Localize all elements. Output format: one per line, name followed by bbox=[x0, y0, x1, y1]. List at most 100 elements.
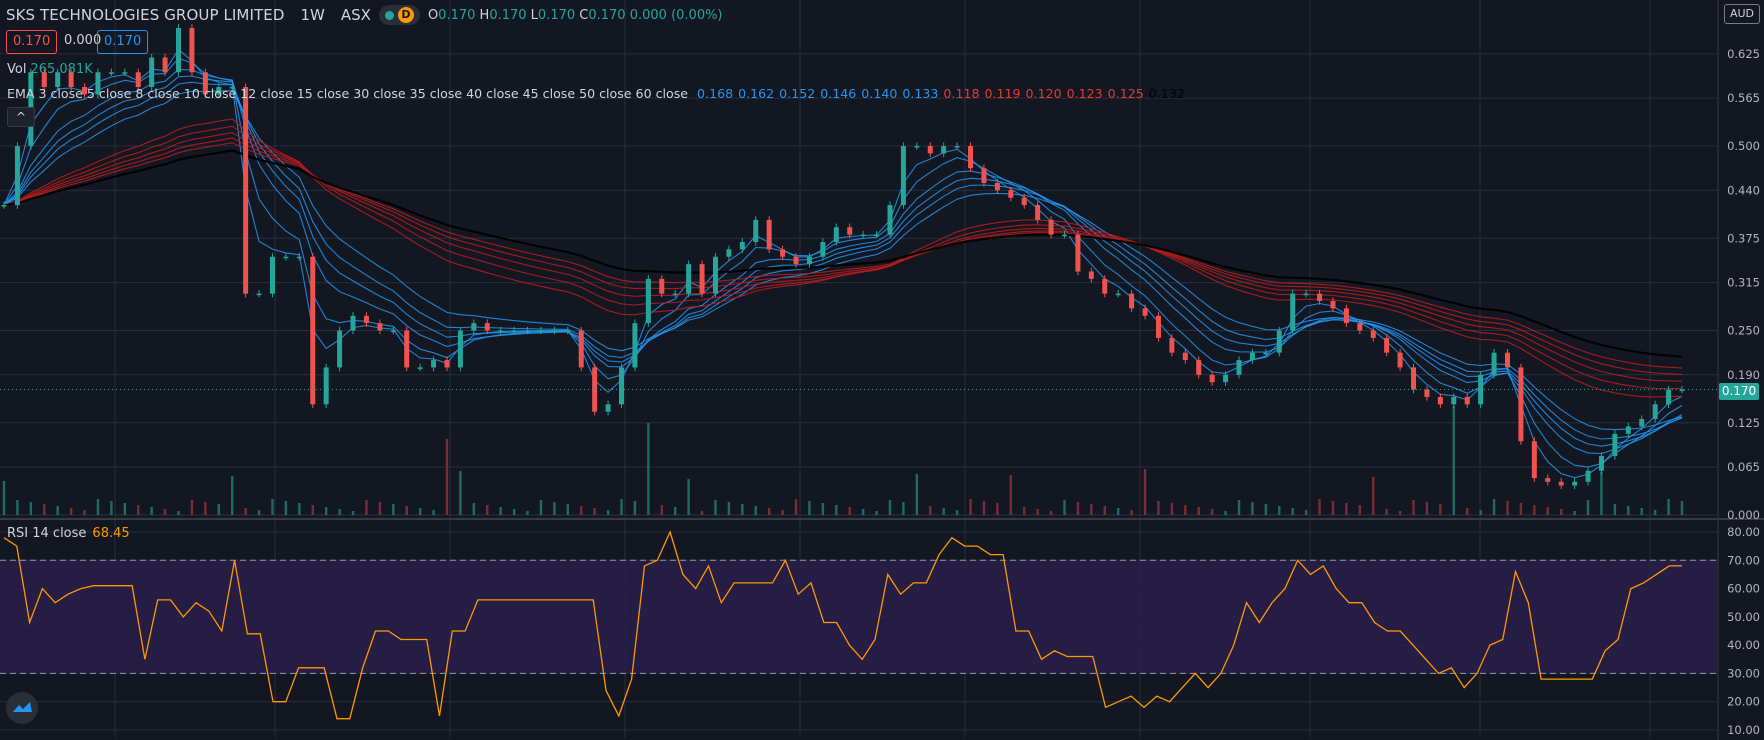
volume-bar bbox=[1546, 507, 1549, 515]
candle-body bbox=[350, 315, 356, 331]
close-value: 0.170 bbox=[588, 7, 626, 23]
low-label: L bbox=[530, 7, 538, 23]
volume-bar bbox=[1667, 499, 1670, 515]
volume-bar bbox=[1049, 511, 1053, 515]
volume-bar bbox=[606, 510, 610, 515]
candle-body bbox=[927, 146, 933, 154]
volume-bar bbox=[942, 508, 945, 515]
volume-bar bbox=[231, 476, 234, 515]
candle-body bbox=[310, 256, 316, 405]
candle-body bbox=[900, 146, 906, 206]
volume-bar bbox=[392, 504, 395, 515]
chevron-up-icon[interactable]: ^ bbox=[7, 107, 35, 127]
candle-body bbox=[1196, 360, 1202, 375]
volume-bar bbox=[1640, 508, 1643, 515]
volume-bar bbox=[378, 502, 382, 515]
tradingview-logo-icon[interactable] bbox=[6, 692, 38, 724]
candle-body bbox=[431, 360, 437, 368]
ema-45-line bbox=[3, 137, 1683, 375]
price-axis-tick: 0.440 bbox=[1727, 183, 1760, 197]
candle-body bbox=[605, 404, 611, 412]
change-value: 0.000 (0.00%) bbox=[629, 7, 723, 23]
spread-value: 0.000 bbox=[64, 33, 102, 48]
volume-bar bbox=[593, 508, 596, 515]
candle-body bbox=[659, 278, 665, 294]
candle-body bbox=[833, 227, 839, 242]
rsi-legend[interactable]: RSI 14 close 68.45 bbox=[7, 526, 130, 541]
candle-body bbox=[1504, 352, 1510, 368]
candle-body bbox=[525, 330, 531, 333]
candle-body bbox=[162, 57, 168, 73]
volume-bar bbox=[781, 510, 784, 515]
candle-body bbox=[1343, 308, 1349, 324]
candle-body bbox=[672, 293, 678, 296]
buy-price-button[interactable]: 0.170 bbox=[97, 30, 149, 54]
candle-body bbox=[1048, 219, 1054, 235]
volume-bar bbox=[298, 503, 301, 515]
delayed-badge: D bbox=[397, 7, 414, 23]
interval-label[interactable]: 1W bbox=[300, 6, 325, 24]
volume-bar bbox=[674, 507, 677, 515]
currency-label[interactable]: AUD bbox=[1724, 4, 1760, 24]
candle-body bbox=[887, 205, 893, 235]
candle-body bbox=[1370, 330, 1376, 338]
candle-body bbox=[296, 256, 302, 259]
ema-50-line bbox=[3, 142, 1683, 369]
candle-body bbox=[592, 367, 598, 412]
status-pill[interactable]: D bbox=[378, 5, 420, 25]
ema-value-8: 0.120 bbox=[1025, 86, 1062, 101]
candle-body bbox=[189, 28, 195, 73]
volume-bar bbox=[1063, 500, 1066, 515]
candle-body bbox=[41, 72, 47, 88]
volume-bar bbox=[1251, 502, 1254, 515]
volume-bar bbox=[405, 506, 408, 515]
ema-value-4: 0.140 bbox=[861, 86, 898, 101]
ema-30-line bbox=[3, 118, 1683, 398]
volume-bar bbox=[996, 503, 999, 515]
high-value: 0.170 bbox=[489, 7, 527, 23]
volume-bar bbox=[660, 505, 663, 515]
candle-body bbox=[363, 315, 369, 324]
low-value: 0.170 bbox=[537, 7, 576, 23]
candle-body bbox=[699, 264, 705, 294]
volume-bar bbox=[472, 503, 476, 515]
volume-bar bbox=[526, 511, 529, 515]
ema-8-line bbox=[3, 68, 1683, 455]
volume-bar bbox=[1372, 477, 1375, 515]
candle-body bbox=[1276, 330, 1282, 353]
candle-body bbox=[793, 256, 799, 265]
candle-body bbox=[753, 219, 759, 242]
volume-bar bbox=[754, 506, 757, 515]
rsi-axis-tick: 30.00 bbox=[1727, 666, 1760, 680]
volume-bar bbox=[499, 507, 502, 515]
rsi-value: 68.45 bbox=[92, 526, 130, 541]
exchange-label: ASX bbox=[340, 6, 371, 24]
candle-body bbox=[806, 256, 812, 265]
volume-bar bbox=[338, 509, 341, 515]
candle-body bbox=[1598, 455, 1604, 471]
ema-12-line bbox=[3, 81, 1683, 440]
ema-legend[interactable]: EMA 3 close 5 close 8 close 10 close 12 … bbox=[7, 86, 1185, 101]
symbol-title[interactable]: SKS TECHNOLOGIES GROUP LIMITED bbox=[6, 6, 285, 24]
candle-body bbox=[578, 330, 584, 368]
sell-price-button[interactable]: 0.170 bbox=[6, 30, 58, 54]
candle-body bbox=[1008, 190, 1014, 198]
volume-bar bbox=[1653, 510, 1657, 515]
candle-body bbox=[860, 234, 866, 237]
volume-bar bbox=[1331, 501, 1335, 515]
candle-body bbox=[551, 330, 557, 333]
candle-body bbox=[471, 323, 477, 331]
price-axis-tick: 0.500 bbox=[1727, 139, 1760, 153]
ema-5-line bbox=[3, 57, 1683, 468]
volume-bar bbox=[486, 505, 489, 515]
volume-bar bbox=[123, 503, 127, 515]
rsi-axis-tick: 50.00 bbox=[1727, 610, 1760, 624]
volume-bar bbox=[1385, 509, 1388, 515]
candle-body bbox=[619, 367, 625, 405]
candle-body bbox=[511, 330, 517, 333]
candle-body bbox=[1075, 234, 1081, 272]
volume-bar bbox=[1076, 502, 1080, 515]
rsi-band bbox=[0, 560, 1718, 674]
volume-bar bbox=[1197, 507, 1200, 515]
